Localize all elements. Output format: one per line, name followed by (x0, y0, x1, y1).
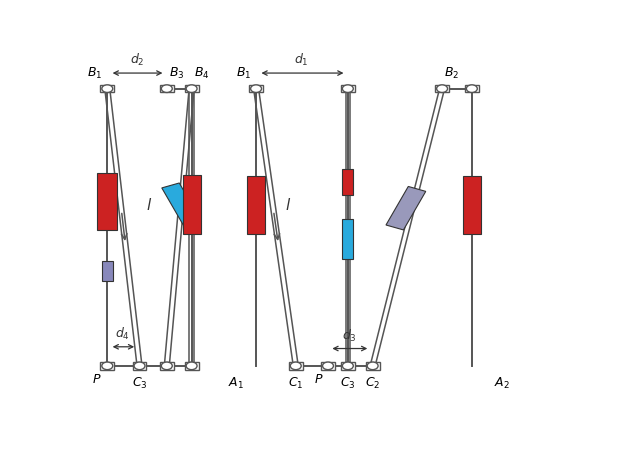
Bar (160, 85, 173, 92)
Text: $d_2$: $d_2$ (130, 52, 144, 68)
Text: $C_1$: $C_1$ (288, 376, 303, 391)
Circle shape (134, 362, 145, 369)
Bar (249, 85, 263, 92)
Text: $P$: $P$ (314, 374, 323, 387)
Circle shape (436, 85, 447, 92)
Bar (102, 261, 113, 281)
Text: $C_2$: $C_2$ (365, 376, 380, 391)
Text: $A_2$: $A_2$ (493, 376, 509, 391)
Text: $C_3$: $C_3$ (340, 376, 356, 391)
Bar (386, 186, 426, 230)
Text: $d_1$: $d_1$ (294, 52, 309, 68)
Bar (365, 362, 380, 369)
Bar (435, 85, 449, 92)
Bar (100, 85, 114, 92)
Bar (247, 176, 265, 234)
Circle shape (291, 362, 301, 369)
Bar (321, 362, 335, 369)
Bar (341, 85, 355, 92)
Circle shape (342, 85, 353, 92)
Text: $C_3$: $C_3$ (132, 376, 147, 391)
Circle shape (102, 362, 113, 369)
Text: $A_1$: $A_1$ (228, 376, 244, 391)
Circle shape (161, 85, 172, 92)
Bar (342, 169, 353, 195)
Bar (185, 85, 198, 92)
Bar (160, 362, 173, 369)
Circle shape (342, 362, 353, 369)
Circle shape (186, 85, 197, 92)
Text: $l$: $l$ (147, 197, 152, 213)
Circle shape (251, 85, 262, 92)
Circle shape (467, 85, 477, 92)
Bar (182, 176, 200, 234)
Text: $B_1$: $B_1$ (236, 66, 251, 81)
Bar (132, 362, 147, 369)
Text: $B_1$: $B_1$ (87, 66, 102, 81)
Text: $l$: $l$ (285, 197, 291, 213)
Bar (465, 85, 479, 92)
Bar (100, 362, 114, 369)
Bar (97, 173, 117, 230)
Text: $B_2$: $B_2$ (444, 66, 460, 81)
Bar (289, 362, 303, 369)
Bar (341, 362, 355, 369)
Bar (162, 183, 202, 226)
Circle shape (102, 85, 113, 92)
Circle shape (161, 362, 172, 369)
Circle shape (323, 362, 333, 369)
Text: $B_4$: $B_4$ (193, 66, 209, 81)
Bar (185, 362, 198, 369)
Text: $B_3$: $B_3$ (169, 66, 184, 81)
Text: $P$: $P$ (92, 374, 101, 387)
Text: $d_3$: $d_3$ (342, 328, 356, 344)
Bar (342, 220, 353, 259)
Circle shape (367, 362, 378, 369)
Circle shape (186, 362, 197, 369)
Text: $d_4$: $d_4$ (115, 326, 130, 342)
Bar (463, 176, 481, 234)
